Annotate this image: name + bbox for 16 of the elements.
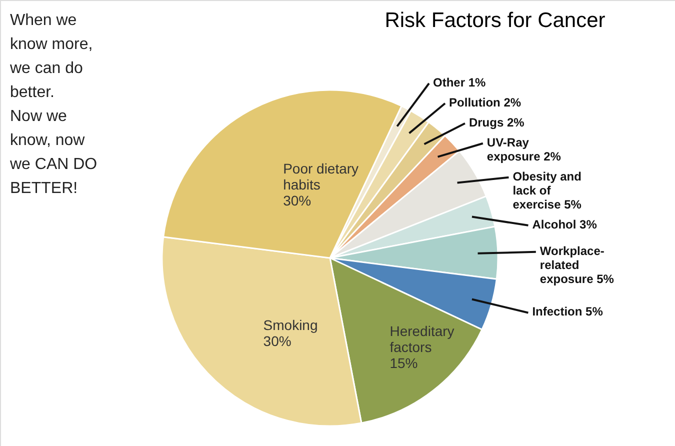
- slice-label: Hereditary factors: [390, 323, 454, 356]
- data-label: 30%: [283, 192, 312, 209]
- slice-label: Alcohol 3%: [532, 217, 598, 232]
- chart-title: Risk Factors for Cancer: [384, 9, 606, 32]
- slice-label: Other 1%: [433, 75, 486, 90]
- slice-label: Infection 5%: [532, 304, 604, 319]
- slice-label: Smoking: [263, 317, 318, 334]
- slice-label: Pollution 2%: [449, 95, 522, 110]
- slice-label: Obesity and lack of exercise 5%: [512, 169, 582, 212]
- text: When we know more, we can do better. Now we know, now we CAN DO BETTER!: [9, 12, 98, 197]
- slice-label: Workplace-related exposure 5%: [540, 244, 614, 286]
- slice-label: UV-Ray exposure 2%: [486, 135, 562, 164]
- data-label: 15%: [390, 355, 418, 372]
- slice-label: Drugs 2%: [468, 115, 525, 130]
- data-label: 30%: [263, 333, 292, 350]
- slice-label: Poor dietary habits: [283, 160, 359, 193]
